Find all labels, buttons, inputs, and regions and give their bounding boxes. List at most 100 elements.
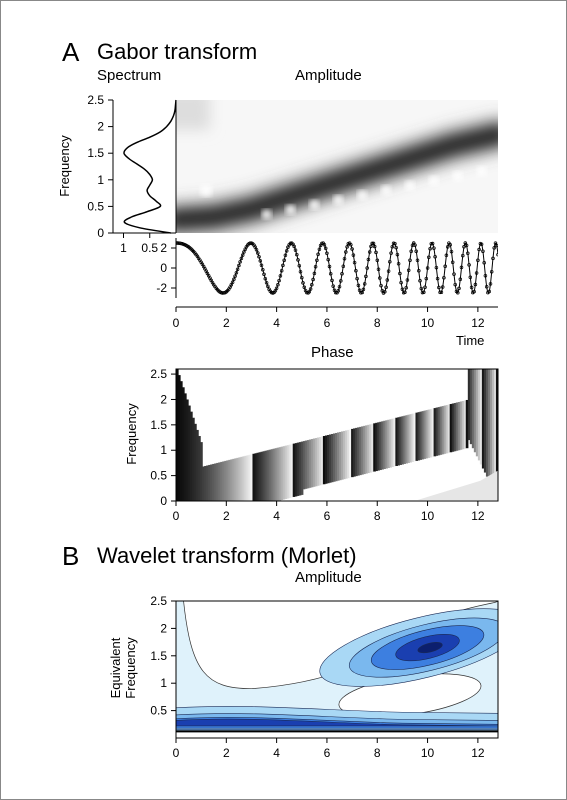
wavelet-amplitude-plot: 0.5 1 1.5 2 2.5 0 2 4 6 8 10 12 Equivalent Frequen…	[108, 594, 499, 760]
amplitude-label: Amplitude	[295, 67, 362, 84]
signal-marker	[384, 285, 388, 289]
signal-marker	[278, 274, 283, 278]
signal-marker	[323, 246, 328, 251]
phase-band	[286, 445, 290, 499]
phase-band	[206, 465, 209, 501]
signal-marker	[365, 266, 369, 270]
signal-y-ticks: 2 0 -2	[156, 241, 176, 295]
signal-marker	[488, 282, 493, 286]
phase-band	[288, 444, 292, 498]
phase-band	[296, 442, 300, 496]
phase-band	[435, 407, 439, 456]
signal-marker	[336, 289, 341, 293]
phase-band	[483, 369, 487, 473]
phase-band	[178, 375, 181, 501]
signal-marker	[399, 280, 403, 285]
wavelet-contours	[176, 601, 498, 738]
phase-band	[196, 429, 199, 501]
phase-band	[419, 411, 423, 460]
phase-band	[264, 450, 268, 501]
amplitude-spot	[261, 209, 272, 220]
signal-marker	[240, 253, 245, 257]
phase-band	[395, 417, 398, 466]
signal-marker	[419, 286, 424, 291]
amplitude-spot	[285, 204, 296, 215]
phase-band	[393, 418, 396, 467]
phase-band	[491, 369, 495, 489]
signal-marker	[308, 287, 313, 291]
signal-marker	[312, 271, 317, 276]
phase-band	[429, 409, 433, 458]
signal-marker	[326, 257, 330, 262]
phase-band	[278, 447, 282, 501]
amplitude-spot	[476, 166, 487, 177]
phase-band	[272, 448, 276, 501]
signal-markers	[176, 241, 498, 295]
phase-band	[413, 413, 417, 462]
phase-band	[292, 443, 296, 497]
phase-band	[298, 442, 302, 496]
signal-marker	[388, 259, 392, 264]
signal-y-tick-label: 2	[160, 241, 167, 255]
signal-marker	[234, 270, 239, 275]
signal-marker	[496, 252, 498, 257]
phase-band	[310, 439, 314, 488]
wavelet-y-tick-label: 2.5	[150, 594, 167, 608]
phase-band	[403, 415, 407, 464]
spectrum-y-label: Frequency	[57, 135, 72, 197]
phase-band	[381, 421, 384, 470]
phase-band	[365, 425, 368, 474]
signal-marker	[276, 283, 280, 287]
signal-marker	[279, 268, 284, 273]
signal-marker	[448, 243, 452, 247]
phase-band	[316, 437, 320, 486]
phase-band	[282, 446, 286, 500]
phase-band	[284, 445, 288, 499]
signal-marker	[330, 278, 334, 283]
signal-marker	[337, 284, 342, 289]
signal-marker	[405, 278, 410, 282]
phase-band	[341, 431, 344, 480]
amplitude-spot	[200, 184, 213, 197]
phase-band	[425, 410, 429, 459]
signal-marker	[414, 249, 418, 253]
phase-band	[268, 449, 272, 501]
signal-marker	[469, 285, 474, 290]
signal-marker	[425, 266, 430, 270]
signal-marker	[404, 285, 408, 290]
phase-band	[314, 438, 318, 487]
signal-marker	[360, 290, 364, 295]
phase-band	[367, 424, 370, 474]
signal-marker	[442, 275, 446, 280]
signal-marker	[254, 248, 259, 252]
signal-marker	[429, 241, 434, 246]
wavelet-x-tick-label: 8	[374, 746, 381, 760]
phase-band	[246, 455, 250, 501]
phase-band	[240, 456, 244, 501]
wavelet-x-ticks: 0 2 4 6 8 10 12	[173, 738, 485, 760]
phase-band	[176, 369, 179, 501]
phase-band	[216, 462, 219, 501]
signal-marker	[362, 282, 367, 286]
phase-band	[192, 417, 195, 501]
phase-x-ticks: 0 2 4 6 8 10 12	[173, 501, 485, 523]
phase-band	[224, 460, 227, 501]
signal-marker	[489, 269, 494, 274]
phase-band	[306, 440, 310, 489]
phase-y-ticks: 0 0.5 1 1.5 2 2.5	[150, 367, 176, 508]
phase-lowfreq-wedge	[417, 470, 498, 500]
wavelet-y-label-line2: Frequency	[123, 637, 138, 699]
signal-marker	[423, 285, 427, 289]
signal-marker	[461, 253, 465, 258]
signal-x-tick-label: 0	[173, 316, 180, 330]
amplitude-spot	[452, 171, 463, 182]
signal-marker	[350, 247, 354, 251]
gabor-phase-plot: 0 0.5 1 1.5 2 2.5 0 2 4 6 8 10 12 Frequency	[124, 367, 499, 523]
phase-bands	[176, 369, 498, 501]
signal-marker	[418, 279, 422, 283]
signal-marker	[232, 277, 236, 282]
phase-band	[190, 411, 193, 501]
signal-marker	[466, 251, 470, 256]
wavelet-x-tick-label: 10	[421, 746, 435, 760]
signal-marker	[406, 268, 411, 273]
